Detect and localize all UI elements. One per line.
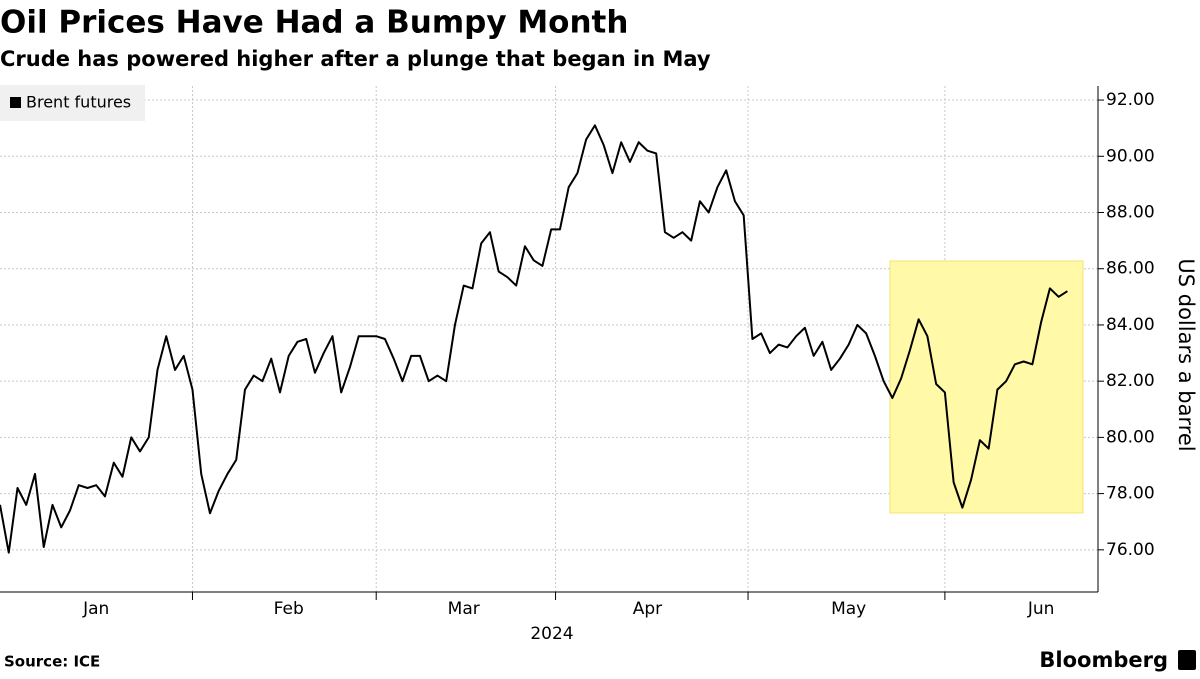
x-tick-label: May: [831, 599, 866, 619]
x-tick-label: Feb: [274, 599, 304, 619]
chart-subtitle: Crude has powered higher after a plunge …: [0, 47, 711, 71]
x-tick-label: Jan: [82, 599, 109, 619]
brand-icon: [1178, 650, 1196, 670]
legend-label: Brent futures: [26, 93, 131, 112]
x-tick-label: Apr: [633, 599, 662, 619]
x-tick-label: Mar: [448, 599, 480, 619]
legend-box: [0, 85, 145, 121]
chart-title: Oil Prices Have Had a Bumpy Month: [0, 5, 628, 41]
y-tick-label: 86.00: [1106, 259, 1155, 279]
y-tick-label: 88.00: [1106, 203, 1155, 223]
y-axis-label: US dollars a barrel: [1174, 258, 1198, 451]
price-line: [0, 124, 1068, 554]
y-tick-label: 92.00: [1106, 90, 1155, 110]
highlight-box: [889, 260, 1084, 514]
y-tick-label: 76.00: [1106, 540, 1155, 560]
x-tick-label: Jun: [1027, 599, 1055, 619]
y-tick-label: 84.00: [1106, 315, 1155, 335]
y-tick-label: 78.00: [1106, 484, 1155, 504]
x-axis-label: 2024: [530, 624, 573, 644]
legend: Brent futures: [0, 85, 145, 121]
y-tick-label: 80.00: [1106, 427, 1155, 447]
brand-logo: Bloomberg: [1039, 648, 1168, 672]
legend-swatch: [10, 97, 21, 108]
y-tick-label: 82.00: [1106, 371, 1155, 391]
source-note: Source: ICE: [4, 653, 100, 671]
y-tick-label: 90.00: [1106, 146, 1155, 166]
